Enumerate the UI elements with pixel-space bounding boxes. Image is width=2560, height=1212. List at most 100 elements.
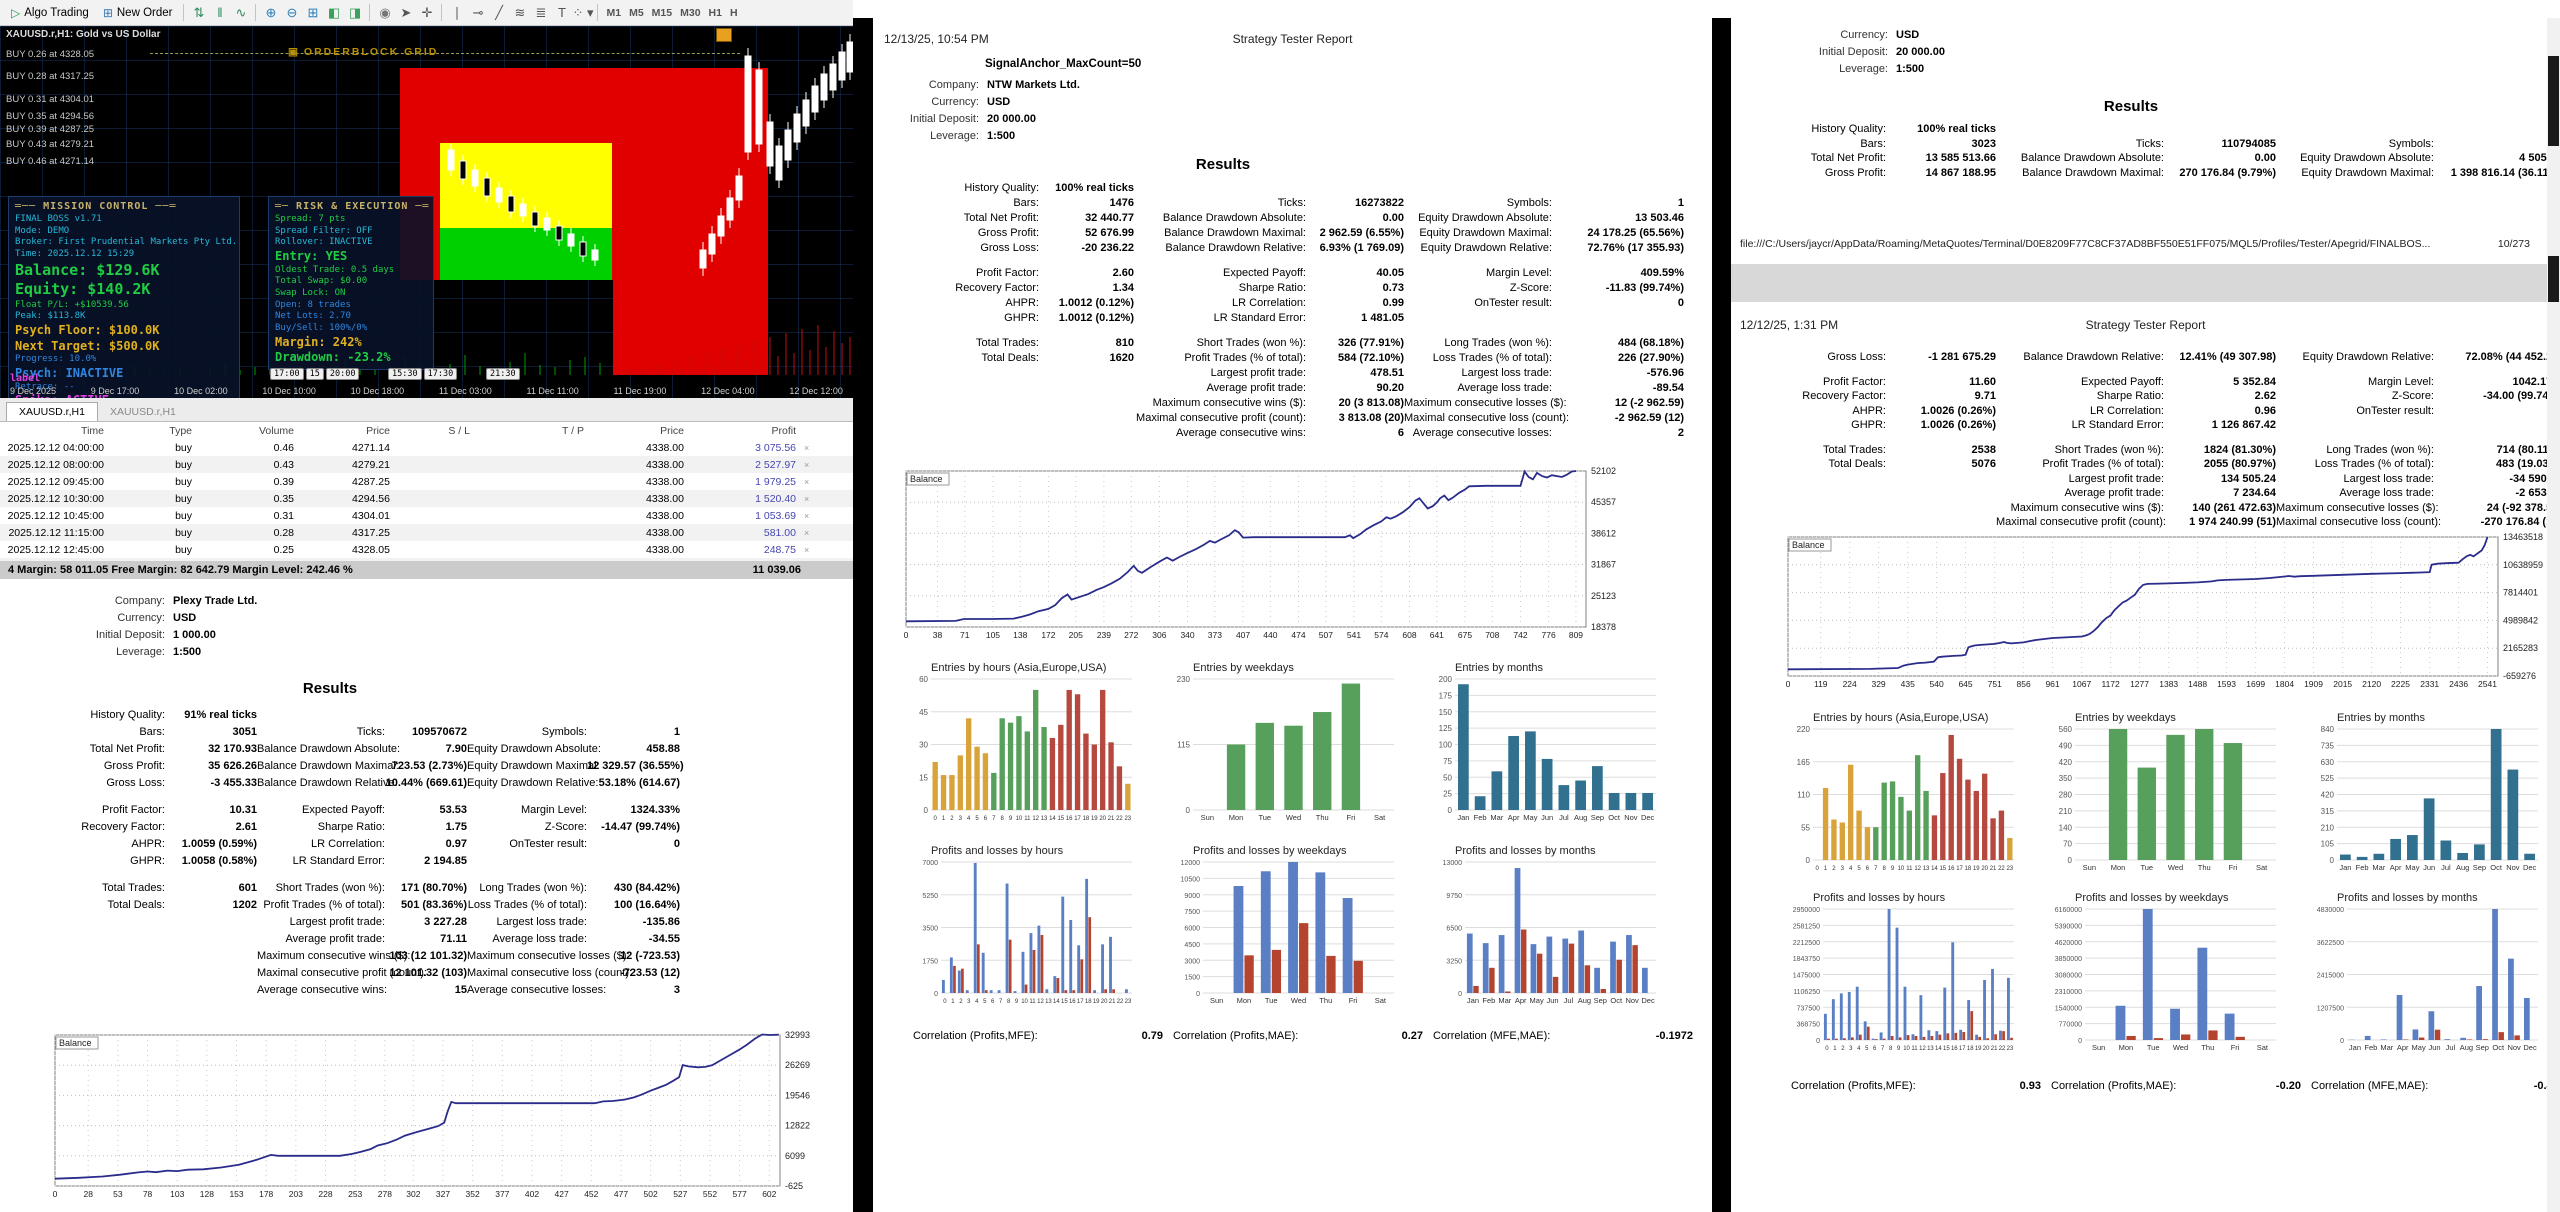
close-position-icon[interactable]: × <box>804 442 810 453</box>
stat-value: 0.96 <box>2254 404 2276 417</box>
text-icon[interactable]: T <box>558 5 566 20</box>
svg-text:13463518: 13463518 <box>2503 532 2543 542</box>
table-row[interactable]: 2025.12.12 10:45:00 buy 0.31 4304.01 4338.00… <box>0 507 853 524</box>
table-row[interactable]: 2025.12.12 11:15:00 buy 0.28 4317.25 4338.00… <box>0 524 853 541</box>
bar <box>1284 725 1303 810</box>
shift-end-icon[interactable]: ◧ <box>327 4 341 20</box>
new-order-button[interactable]: ⊞ New Order <box>102 5 173 20</box>
stat-value: 100 (16.64%) <box>613 898 680 911</box>
table-row[interactable]: 2025.12.12 12:45:00 buy 0.25 4328.05 4338.00… <box>0 541 853 558</box>
timeframe-m30[interactable]: M30 <box>680 6 701 19</box>
svg-text:4830000: 4830000 <box>2317 907 2344 914</box>
close-position-icon[interactable]: × <box>804 459 810 470</box>
svg-text:4620000: 4620000 <box>2055 940 2082 947</box>
algo-trading-button[interactable]: ▷ Algo Trading <box>11 5 89 20</box>
bar <box>1491 771 1503 810</box>
tick-chart-icon[interactable]: ⇅ <box>193 4 205 20</box>
stat-label: AHPR: <box>1852 404 1886 417</box>
table-row[interactable]: 2025.12.12 04:00:00 buy 0.46 4271.14 4338.00… <box>0 439 853 456</box>
svg-text:2950000: 2950000 <box>1793 907 1820 914</box>
time-marker: 21:30 <box>486 368 520 380</box>
stat-row: Average consecutive wins: 6 Average consec… <box>884 425 1684 440</box>
column-header[interactable]: Type <box>169 424 192 437</box>
scrollbar-thumb[interactable] <box>2548 256 2559 302</box>
bar <box>2514 1035 2520 1040</box>
close-position-icon[interactable]: × <box>804 544 810 555</box>
bar <box>1474 796 1486 810</box>
bar <box>984 990 988 993</box>
bar <box>1037 925 1041 993</box>
close-position-icon[interactable]: × <box>804 510 810 521</box>
cell: buy <box>175 543 192 556</box>
stat-label: Equity Drawdown Absolute: <box>2300 152 2434 165</box>
column-header[interactable]: S / L <box>448 424 470 437</box>
svg-text:9: 9 <box>1015 999 1019 1005</box>
camera-icon[interactable]: ◉ <box>379 4 391 20</box>
price-chart[interactable]: XAUUSD.r,H1: Gold vs US Dollar ▣ ORDERBLO… <box>0 26 853 398</box>
stat-label: Symbols: <box>541 725 587 738</box>
close-position-icon[interactable]: × <box>804 493 810 504</box>
channel-icon[interactable]: ≋ <box>514 4 526 20</box>
svg-text:Jan: Jan <box>1467 996 1479 1005</box>
horizontal-line-icon[interactable]: ⊸ <box>472 4 484 20</box>
column-header[interactable]: Profit <box>771 424 796 437</box>
bar <box>1064 990 1068 993</box>
table-row[interactable]: 2025.12.12 10:30:00 buy 0.35 4294.56 4338.00… <box>0 490 853 507</box>
vertical-line-icon[interactable]: ∣ <box>453 4 461 20</box>
cursor-icon[interactable]: ➤ <box>400 4 412 20</box>
svg-text:105: 105 <box>986 630 1000 640</box>
table-row[interactable]: 2025.12.12 08:00:00 buy 0.43 4279.21 4338.00… <box>0 456 853 473</box>
column-header[interactable]: Price <box>660 424 684 437</box>
column-header[interactable]: Time <box>81 424 104 437</box>
timeframe-m15[interactable]: M15 <box>651 6 673 19</box>
svg-text:16: 16 <box>1069 999 1076 1005</box>
indicator-icon <box>716 28 732 42</box>
timeframe-m1[interactable]: M1 <box>606 6 622 19</box>
stat-row: Total Trades: 810 Short Trades (won %): 326… <box>884 335 1684 350</box>
zoom-out-icon[interactable]: ⊖ <box>286 4 298 20</box>
svg-text:2120: 2120 <box>2362 679 2381 689</box>
scrollbar-thumb[interactable] <box>2548 56 2559 146</box>
svg-text:2436: 2436 <box>2449 679 2468 689</box>
bar <box>2223 743 2243 860</box>
scrollbar[interactable] <box>2547 18 2560 1212</box>
line-chart-icon[interactable]: ∿ <box>235 4 247 20</box>
svg-text:13: 13 <box>1923 866 1930 872</box>
window-divider[interactable] <box>1712 18 1731 1212</box>
table-row[interactable]: 2025.12.12 09:45:00 buy 0.39 4287.25 4338.00… <box>0 473 853 490</box>
trendline-icon[interactable]: ╱ <box>495 4 503 20</box>
timeframe-m5[interactable]: M5 <box>629 6 644 19</box>
window-divider[interactable] <box>853 18 873 1212</box>
objects-icon[interactable]: ⁘ ▾ <box>572 4 594 20</box>
column-header[interactable]: Volume <box>258 424 294 437</box>
crosshair-icon[interactable]: ✛ <box>421 4 433 20</box>
column-header[interactable]: T / P <box>562 424 584 437</box>
shift-chart-icon[interactable]: ◨ <box>348 4 362 20</box>
tab-xauusd-2[interactable]: XAUUSD.r,H1 <box>109 406 176 418</box>
column-header[interactable]: Price <box>366 424 390 437</box>
zoom-in-icon[interactable]: ⊕ <box>265 4 277 20</box>
svg-text:45357: 45357 <box>1591 497 1616 507</box>
close-position-icon[interactable]: × <box>804 527 810 538</box>
svg-text:21: 21 <box>1990 866 1997 872</box>
bar <box>1005 883 1009 993</box>
time-marker: 15:30 <box>388 368 422 380</box>
close-position-icon[interactable]: × <box>804 476 810 487</box>
stat-value: 2538 <box>1971 443 1996 456</box>
svg-text:230: 230 <box>1177 675 1191 684</box>
svg-text:Balance: Balance <box>1792 540 1825 550</box>
tab-xauusd-1[interactable]: XAUUSD.r,H1 <box>6 402 98 421</box>
timeframe-h[interactable]: H <box>729 6 738 19</box>
svg-text:9: 9 <box>1009 816 1013 822</box>
svg-text:10: 10 <box>1898 866 1905 872</box>
ohlc-bars-icon[interactable]: ‖ <box>217 5 223 20</box>
bar <box>1999 1030 2002 1040</box>
cell: buy <box>175 458 192 471</box>
equidistant-icon[interactable]: ≣ <box>535 4 547 20</box>
bar <box>1626 935 1632 993</box>
grid-window-icon[interactable]: ⊞ <box>307 4 319 20</box>
stat-value: -2 653.57 <box>2515 487 2560 500</box>
timeframe-h1[interactable]: H1 <box>708 6 722 19</box>
bar <box>2457 852 2468 860</box>
bar <box>1874 1039 1878 1040</box>
